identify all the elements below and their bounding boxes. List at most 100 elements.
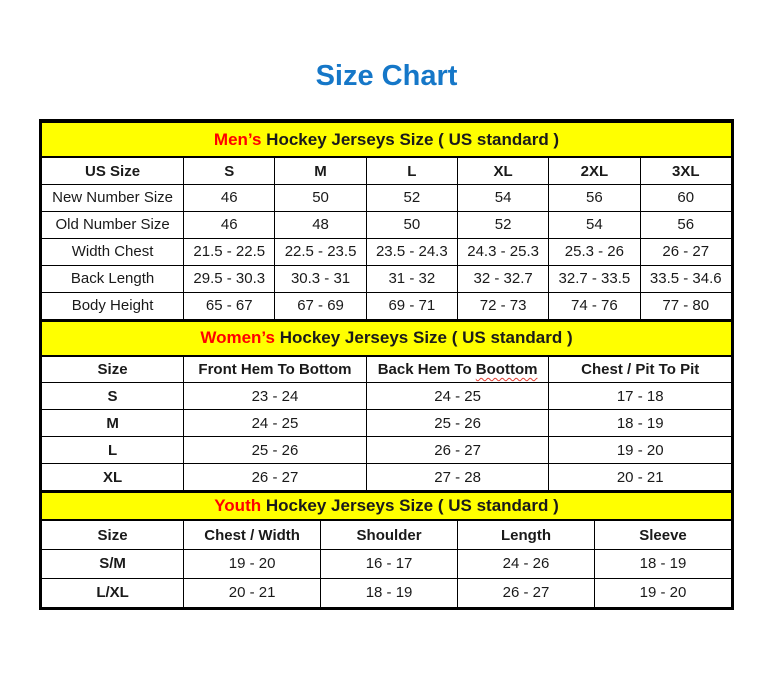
mens-value-cell: 50	[365, 210, 458, 239]
womens-value-cell: 24 - 25	[365, 382, 550, 411]
mens-value-cell: 26 - 27	[639, 237, 733, 266]
mens-value-cell: 50	[274, 183, 367, 212]
mens-column-header: 2XL	[548, 156, 641, 185]
womens-row-label: XL	[40, 463, 185, 492]
mens-value-cell: 74 - 76	[548, 291, 641, 320]
mens-value-cell: 54	[548, 210, 641, 239]
mens-value-cell: 46	[183, 183, 276, 212]
mens-column-header: M	[274, 156, 367, 185]
page-title: Size Chart	[315, 60, 458, 92]
womens-value-cell: 20 - 21	[548, 463, 732, 492]
youth-column-header: Size	[40, 519, 185, 550]
mens-column-header: XL	[456, 156, 550, 185]
mens-value-cell: 60	[639, 183, 733, 212]
youth-column-header: Sleeve	[593, 519, 733, 550]
mens-data-row: Width Chest 21.5 - 22.5 22.5 - 23.5 23.5 - …	[40, 237, 733, 266]
mens-value-cell: 22.5 - 23.5	[274, 237, 367, 266]
mens-section-band: Men’s Hockey Jerseys Size ( US standard …	[41, 121, 732, 159]
mens-column-header: US Size	[40, 156, 185, 185]
youth-value-cell: 18 - 19	[593, 548, 733, 579]
youth-header-row: Size Chest / Width Shoulder Length Sleeve	[40, 519, 733, 550]
youth-value-cell: 24 - 26	[457, 548, 595, 579]
mens-value-cell: 25.3 - 26	[548, 237, 641, 266]
mens-section-title-highlight: Men’s	[213, 129, 262, 149]
mens-value-cell: 65 - 67	[183, 291, 276, 320]
mens-value-cell: 46	[183, 210, 276, 239]
misspelled-word: Boottom	[475, 361, 538, 379]
youth-row-label: L/XL	[40, 577, 185, 608]
youth-data-row: L/XL 20 - 21 18 - 19 26 - 27 19 - 20	[40, 577, 733, 608]
womens-column-header: Front Hem To Bottom	[183, 355, 367, 384]
youth-column-header: Length	[457, 519, 595, 550]
womens-value-cell: 25 - 26	[365, 409, 550, 438]
womens-row-label: M	[40, 409, 185, 438]
mens-value-cell: 77 - 80	[639, 291, 733, 320]
size-chart-tables: Men’s Hockey Jerseys Size ( US standard …	[39, 119, 734, 610]
youth-section-title: Youth Hockey Jerseys Size ( US standard …	[41, 491, 732, 522]
womens-section-title-rest: Hockey Jerseys Size ( US standard )	[274, 328, 573, 348]
mens-data-row: New Number Size 46 50 52 54 56 60	[40, 183, 733, 212]
youth-data-row: S/M 19 - 20 16 - 17 24 - 26 18 - 19	[40, 548, 733, 579]
youth-value-cell: 18 - 19	[320, 577, 459, 608]
womens-value-cell: 25 - 26	[183, 436, 367, 465]
mens-value-cell: 56	[639, 210, 733, 239]
womens-value-cell: 17 - 18	[548, 382, 732, 411]
mens-value-cell: 67 - 69	[274, 291, 367, 320]
mens-value-cell: 21.5 - 22.5	[183, 237, 276, 266]
mens-value-cell: 56	[548, 183, 641, 212]
mens-value-cell: 54	[456, 183, 550, 212]
womens-size-table: Women’s Hockey Jerseys Size ( US standar…	[40, 319, 732, 492]
mens-data-row: Body Height 65 - 67 67 - 69 69 - 71 72 - 73 7…	[40, 291, 733, 320]
mens-header-row: US Size S M L XL 2XL 3XL	[40, 156, 733, 185]
mens-value-cell: 48	[274, 210, 367, 239]
youth-size-table: Youth Hockey Jerseys Size ( US standard …	[40, 491, 733, 608]
youth-value-cell: 26 - 27	[457, 577, 595, 608]
mens-value-cell: 69 - 71	[365, 291, 458, 320]
mens-row-label: New Number Size	[40, 183, 185, 212]
womens-data-row: M 24 - 25 25 - 26 18 - 19	[40, 409, 732, 438]
mens-column-header: S	[183, 156, 276, 185]
youth-column-header: Shoulder	[320, 519, 459, 550]
youth-section-title-highlight: Youth	[214, 496, 262, 516]
mens-column-header: L	[365, 156, 458, 185]
youth-column-header: Chest / Width	[183, 519, 322, 550]
youth-section-title-rest: Hockey Jerseys Size ( US standard )	[261, 496, 559, 516]
womens-data-row: XL 26 - 27 27 - 28 20 - 21	[40, 463, 732, 492]
mens-section-title-rest: Hockey Jerseys Size ( US standard )	[261, 129, 560, 149]
womens-row-label: L	[40, 436, 185, 465]
youth-value-cell: 16 - 17	[320, 548, 459, 579]
womens-value-cell: 24 - 25	[183, 409, 367, 438]
youth-value-cell: 20 - 21	[183, 577, 322, 608]
mens-value-cell: 32.7 - 33.5	[548, 264, 641, 293]
mens-row-label: Old Number Size	[40, 210, 185, 239]
mens-value-cell: 33.5 - 34.6	[639, 264, 733, 293]
womens-section-title: Women’s Hockey Jerseys Size ( US standar…	[41, 319, 732, 357]
womens-section-band: Women’s Hockey Jerseys Size ( US standar…	[41, 319, 732, 357]
mens-column-header: 3XL	[639, 156, 733, 185]
mens-value-cell: 24.3 - 25.3	[456, 237, 550, 266]
womens-value-cell: 26 - 27	[183, 463, 367, 492]
womens-column-header: Back Hem To Boottom	[365, 355, 550, 384]
womens-header-row: Size Front Hem To Bottom Back Hem To Boott…	[40, 355, 732, 384]
mens-data-row: Back Length 29.5 - 30.3 30.3 - 31 31 - 32 32…	[40, 264, 733, 293]
mens-value-cell: 52	[365, 183, 458, 212]
mens-row-label: Body Height	[40, 291, 185, 320]
mens-section-title: Men’s Hockey Jerseys Size ( US standard …	[41, 121, 732, 159]
mens-data-row: Old Number Size 46 48 50 52 54 56	[40, 210, 733, 239]
mens-value-cell: 72 - 73	[456, 291, 550, 320]
mens-row-label: Width Chest	[40, 237, 185, 266]
womens-data-row: L 25 - 26 26 - 27 19 - 20	[40, 436, 732, 465]
mens-value-cell: 29.5 - 30.3	[183, 264, 276, 293]
youth-section-band: Youth Hockey Jerseys Size ( US standard …	[41, 491, 732, 522]
mens-size-table: Men’s Hockey Jerseys Size ( US standard …	[40, 121, 733, 320]
womens-column-header: Size	[40, 355, 185, 384]
mens-value-cell: 23.5 - 24.3	[365, 237, 458, 266]
youth-value-cell: 19 - 20	[183, 548, 322, 579]
mens-value-cell: 52	[456, 210, 550, 239]
womens-value-cell: 26 - 27	[365, 436, 550, 465]
mens-row-label: Back Length	[40, 264, 185, 293]
youth-row-label: S/M	[40, 548, 185, 579]
mens-value-cell: 31 - 32	[365, 264, 458, 293]
womens-value-cell: 18 - 19	[548, 409, 732, 438]
womens-data-row: S 23 - 24 24 - 25 17 - 18	[40, 382, 732, 411]
